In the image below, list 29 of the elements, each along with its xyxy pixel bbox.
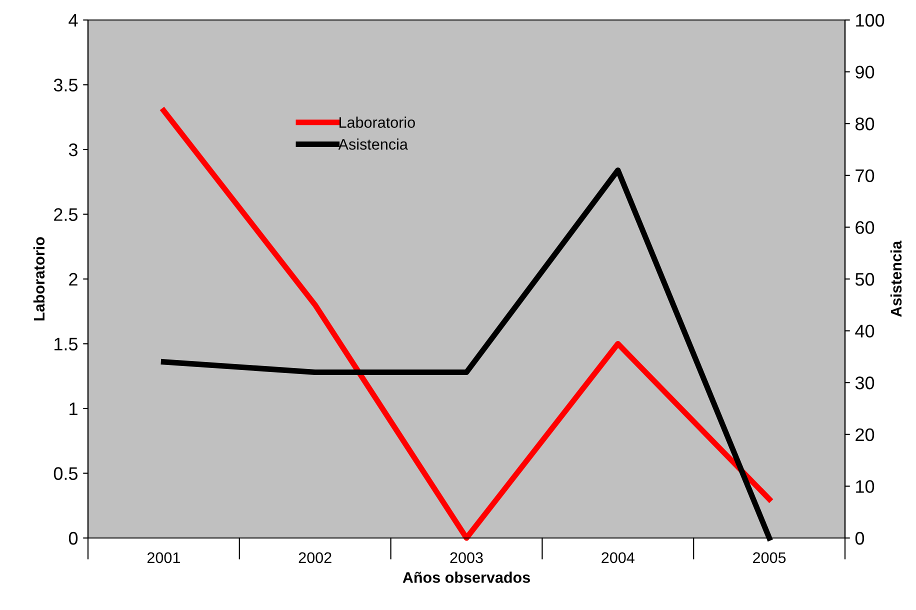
y-tick-label: 4 <box>68 14 78 27</box>
y2-tick-label: 100 <box>856 14 884 27</box>
y-tick-label: 2.5 <box>54 208 78 221</box>
x-tick-label: 2005 <box>753 552 786 564</box>
x-axis-title: Años observados <box>402 572 530 583</box>
y2-tick-label: 0 <box>855 532 864 545</box>
y-tick-label: 1 <box>70 402 78 416</box>
y2-tick-label: 40 <box>855 324 874 338</box>
y2-tick-label: 90 <box>856 66 874 79</box>
y2-tick-label: 30 <box>855 376 874 390</box>
y-tick-label: 2 <box>69 272 78 286</box>
legend-label: Laboratorio <box>340 116 415 128</box>
y2-tick-label: 10 <box>856 480 874 493</box>
y2-tick-label: 50 <box>855 272 874 286</box>
x-tick-label: 2001 <box>147 552 180 564</box>
y2-tick-label: 70 <box>856 169 874 182</box>
x-tick-label: 2004 <box>602 552 634 564</box>
x-tick-label: 2003 <box>450 552 483 564</box>
y2-axis-title: Asistencia <box>890 240 902 317</box>
y2-tick-label: 80 <box>856 118 874 130</box>
y-tick-label: 3.5 <box>54 78 78 92</box>
y-tick-label: 3 <box>68 143 78 156</box>
y2-tick-label: 20 <box>856 428 874 442</box>
y-axis-title: Laboratorio <box>33 237 45 320</box>
y2-tick-label: 60 <box>856 221 874 234</box>
x-tick-label: 2002 <box>298 552 332 564</box>
y-tick-label: 0.5 <box>54 467 78 480</box>
y-tick-label: 1.5 <box>54 338 78 350</box>
y-tick-label: 0 <box>68 532 78 545</box>
